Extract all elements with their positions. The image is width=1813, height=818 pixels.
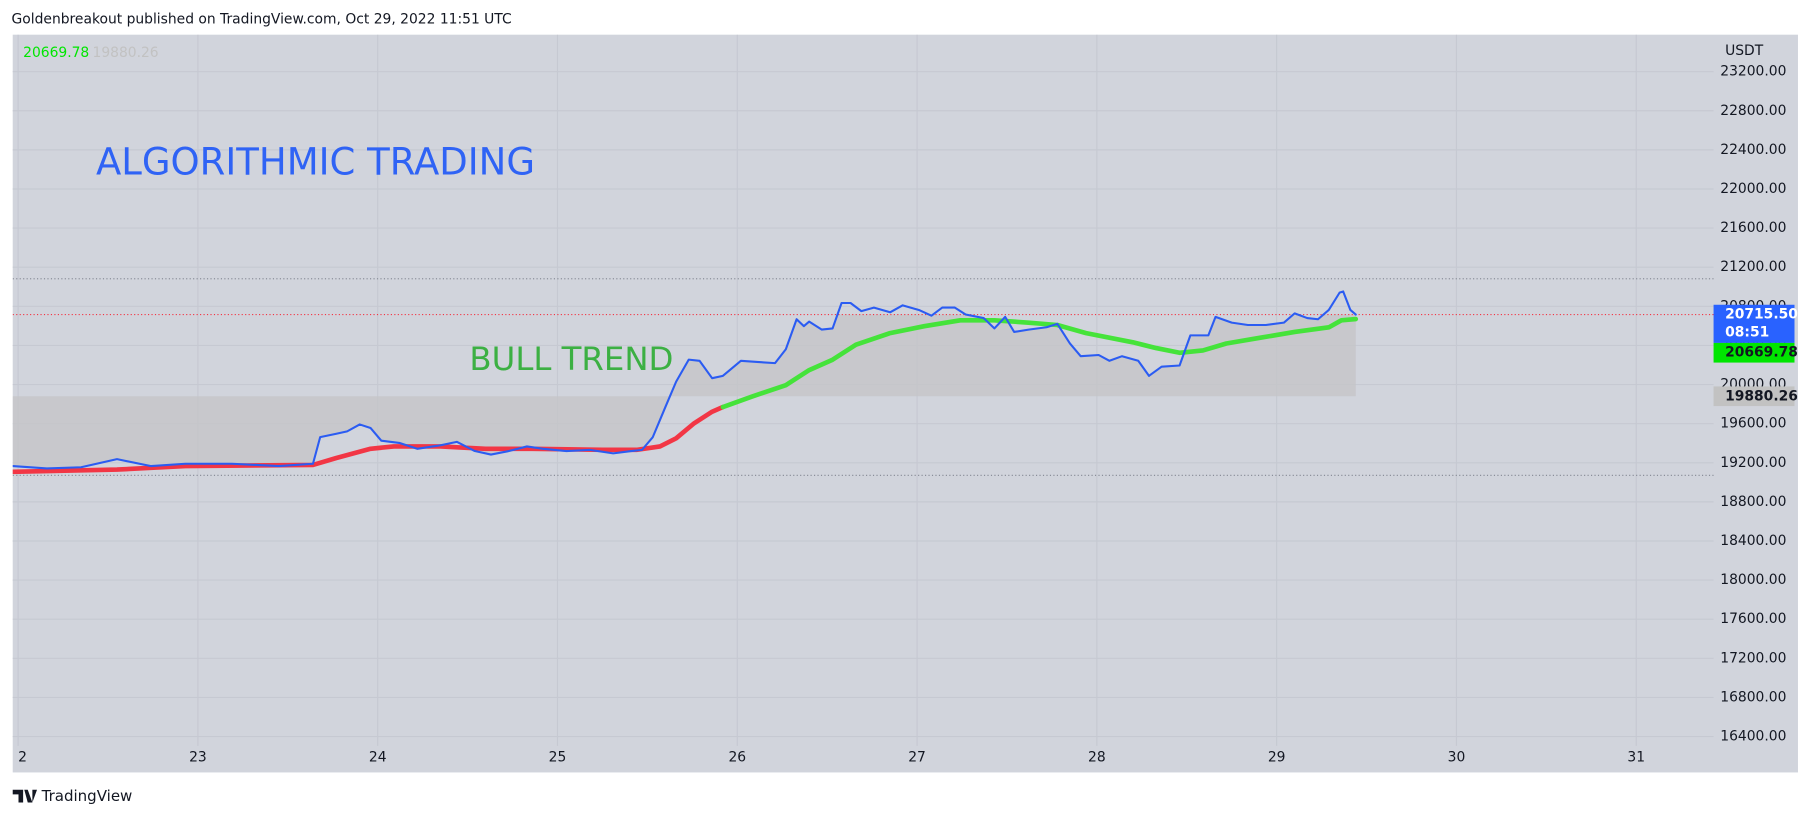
plot-area xyxy=(12,278,1714,476)
brand: TradingView xyxy=(41,787,133,805)
price-badge xyxy=(1713,304,1795,343)
annotation: ALGORITHMIC TRADING xyxy=(96,141,535,184)
legend-value: 19880.26 xyxy=(93,45,159,61)
header: Goldenbreakout published on TradingView.… xyxy=(12,12,512,28)
price-badge xyxy=(1713,342,1795,363)
y-tick-label: 21600.00 xyxy=(1720,220,1786,236)
x-tick-label: 31 xyxy=(1627,749,1645,765)
x-tick-label: 24 xyxy=(369,749,387,765)
y-tick-label: 17600.00 xyxy=(1720,611,1786,627)
price-badge-label: 20669.78 xyxy=(1725,345,1798,361)
y-tick-label: 19200.00 xyxy=(1720,455,1786,471)
y-tick-label: 17200.00 xyxy=(1720,650,1786,666)
x-tick-label: 2 xyxy=(18,749,27,765)
y-tick-label: 22400.00 xyxy=(1720,142,1786,158)
brand-logo xyxy=(12,789,37,803)
y-tick-label: 22800.00 xyxy=(1720,103,1786,119)
y-tick-label: 16800.00 xyxy=(1720,689,1786,705)
x-tick-label: 23 xyxy=(189,749,207,765)
x-tick-label: 30 xyxy=(1448,749,1466,765)
y-tick-label: 22000.00 xyxy=(1720,181,1786,197)
price-line-series xyxy=(12,290,1357,470)
x-tick-label: 27 xyxy=(908,749,926,765)
y-tick-label: 23200.00 xyxy=(1720,64,1786,80)
y-tick-label: 18400.00 xyxy=(1720,533,1786,549)
y-tick-label: 21200.00 xyxy=(1720,259,1786,275)
price-badge xyxy=(1713,386,1795,407)
y-tick-label: 16400.00 xyxy=(1720,729,1786,745)
legend-value: 20669.78 xyxy=(23,45,89,61)
x-tick-label: 29 xyxy=(1268,749,1286,765)
x-tick-label: 28 xyxy=(1088,749,1106,765)
annotation: BULL TREND xyxy=(469,340,673,378)
x-tick-label: 25 xyxy=(549,749,567,765)
price-badge-label: 19880.26 xyxy=(1725,388,1798,404)
x-tick-label: 26 xyxy=(728,749,746,765)
y-tick-label: 19600.00 xyxy=(1720,416,1786,432)
axes: 16400.00 16800.00 17200.00 17600.00 18000.00… xyxy=(18,64,1786,766)
y-tick-label: 18000.00 xyxy=(1720,572,1786,588)
price-badge-countdown: 08:51 xyxy=(1725,325,1769,341)
price-badge-label: 20715.50 xyxy=(1725,307,1798,323)
y-tick-label: 18800.00 xyxy=(1720,494,1786,510)
y-unit: USDT xyxy=(1725,43,1764,59)
